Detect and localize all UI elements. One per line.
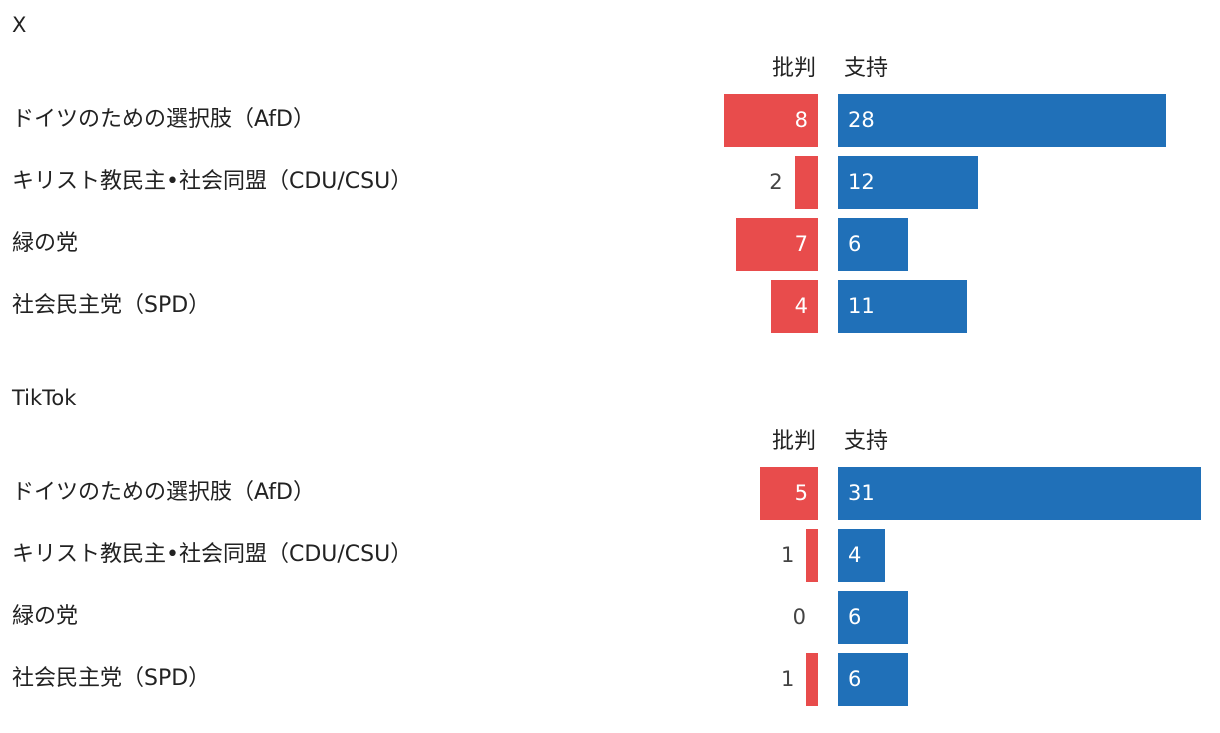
support-bar xyxy=(838,529,885,582)
panel-x: X 批判 支持 ドイツのための選択肢（AfD） 8 28 キリスト教民主•社会同盟（C… xyxy=(0,0,1220,360)
support-bar xyxy=(838,591,909,644)
category-label: 社会民主党（SPD） xyxy=(12,666,211,691)
category-label: ドイツのための選択肢（AfD） xyxy=(12,480,315,505)
category-label: ドイツのための選択肢（AfD） xyxy=(12,107,315,132)
criticism-bar xyxy=(794,156,818,209)
panel-title: X xyxy=(12,13,27,37)
criticism-bar xyxy=(759,467,818,520)
panel-tiktok: TikTok 批判 支持 ドイツのための選択肢（AfD） 5 31 キリスト教民主•社… xyxy=(0,373,1220,733)
support-header: 支持 xyxy=(844,56,889,81)
support-bar xyxy=(838,156,979,209)
criticism-value-label: 7 xyxy=(794,232,808,256)
category-label: キリスト教民主•社会同盟（CDU/CSU） xyxy=(12,169,413,194)
support-bar xyxy=(838,218,909,271)
criticism-header: 批判 xyxy=(771,429,816,454)
criticism-value-label: 4 xyxy=(794,294,808,318)
criticism-bar xyxy=(736,218,818,271)
criticism-value-label: 1 xyxy=(780,543,795,567)
criticism-value-label: 1 xyxy=(780,667,795,691)
criticism-header: 批判 xyxy=(771,56,816,81)
support-value-label: 11 xyxy=(848,294,875,318)
panel-title: TikTok xyxy=(12,386,77,410)
criticism-value-label: 8 xyxy=(794,108,808,132)
criticism-value-label: 5 xyxy=(794,481,808,505)
criticism-value-label: 2 xyxy=(769,170,783,194)
category-label: 社会民主党（SPD） xyxy=(12,293,211,318)
criticism-bar xyxy=(771,280,818,333)
support-value-label: 28 xyxy=(848,108,875,132)
criticism-bar xyxy=(724,94,818,147)
support-value-label: 31 xyxy=(848,481,875,505)
support-value-label: 6 xyxy=(848,232,862,256)
criticism-bar xyxy=(806,529,818,582)
criticism-value-label: 0 xyxy=(792,605,806,629)
category-label: キリスト教民主•社会同盟（CDU/CSU） xyxy=(12,542,413,567)
support-bar xyxy=(838,467,1201,520)
support-bar xyxy=(838,94,1166,147)
support-value-label: 6 xyxy=(848,667,862,691)
support-header: 支持 xyxy=(844,429,889,454)
support-value-label: 12 xyxy=(848,170,875,194)
support-value-label: 4 xyxy=(848,543,862,567)
support-bar xyxy=(838,653,909,706)
support-bar xyxy=(838,280,967,333)
category-label: 緑の党 xyxy=(12,604,79,629)
category-label: 緑の党 xyxy=(12,231,79,256)
support-value-label: 6 xyxy=(848,605,862,629)
criticism-bar xyxy=(806,653,818,706)
